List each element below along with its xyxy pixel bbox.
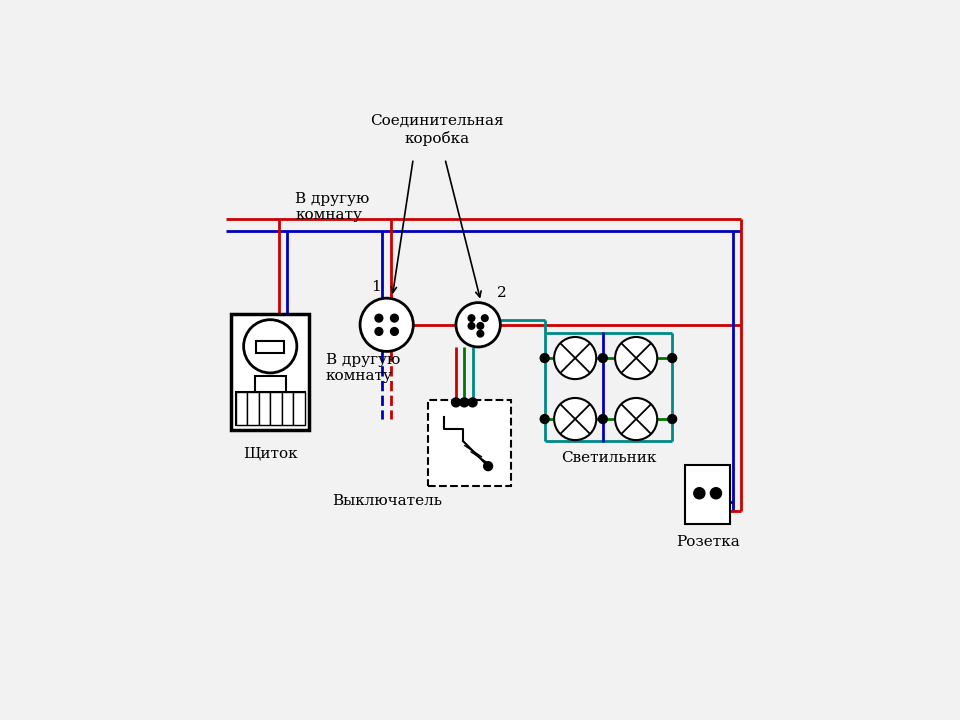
Circle shape [477,330,484,337]
Bar [248,392,259,425]
Text: 2: 2 [496,286,506,300]
Bar [236,392,304,425]
Circle shape [482,315,488,321]
Bar [428,400,512,485]
Circle shape [615,398,658,440]
Bar [256,341,284,353]
Text: Соединительная
коробка: Соединительная коробка [370,114,503,145]
Circle shape [375,328,383,336]
Text: Светильник: Светильник [561,451,656,465]
Circle shape [694,487,705,499]
Circle shape [375,314,383,322]
Bar [293,392,304,425]
Bar [281,392,293,425]
Text: 1: 1 [372,280,381,294]
Circle shape [598,415,608,423]
Circle shape [244,320,297,373]
Circle shape [554,398,596,440]
Circle shape [668,415,677,423]
Bar [231,314,309,430]
Circle shape [710,487,722,499]
Circle shape [391,328,398,336]
Bar [259,392,271,425]
Text: В другую
комнату: В другую комнату [295,192,370,222]
Circle shape [456,302,500,347]
Circle shape [554,337,596,379]
Circle shape [540,354,549,362]
Circle shape [468,315,475,321]
Circle shape [540,415,549,423]
Circle shape [451,398,461,407]
Circle shape [468,323,475,329]
Circle shape [460,398,468,407]
Circle shape [477,323,484,329]
Text: В другую
комнату: В другую комнату [325,353,400,383]
Bar [684,464,731,524]
Circle shape [360,298,413,351]
Circle shape [668,354,677,362]
Bar [236,392,248,425]
Text: Щиток: Щиток [243,446,298,461]
Bar [254,376,286,397]
Bar [271,392,281,425]
Circle shape [615,337,658,379]
Text: Выключатель: Выключатель [332,494,443,508]
Circle shape [484,462,492,471]
Text: Розетка: Розетка [676,536,739,549]
Circle shape [468,398,477,407]
Circle shape [598,354,608,362]
Circle shape [391,314,398,322]
